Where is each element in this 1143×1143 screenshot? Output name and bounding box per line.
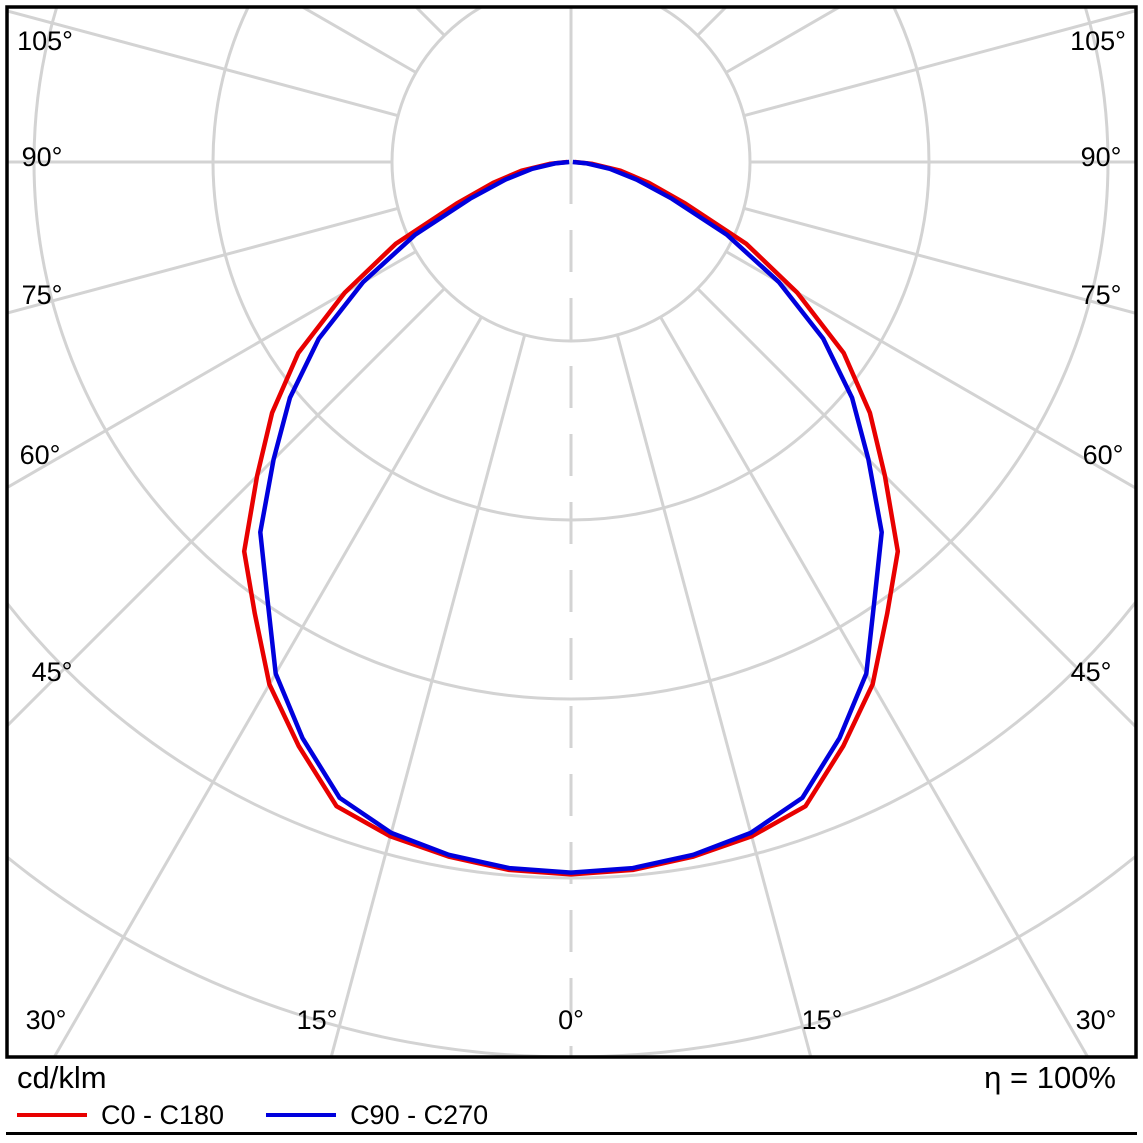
grid-radial-line xyxy=(696,287,1135,728)
grid-radial-line xyxy=(725,250,1135,490)
angle-tick-label: 90° xyxy=(22,142,63,172)
grid-radial-line xyxy=(8,206,399,315)
grid-radial-line xyxy=(615,334,812,1056)
angle-tick-label: 90° xyxy=(1081,142,1122,172)
grid-radial-line xyxy=(8,287,446,727)
legend-label-c90-c270: C90 - C270 xyxy=(350,1099,489,1130)
efficiency-label: η = 100% xyxy=(984,1060,1116,1095)
angle-tick-label: 45° xyxy=(32,657,73,687)
curve-C90-C270 xyxy=(258,159,884,875)
grid-radial-line xyxy=(659,316,1089,1056)
legend-line-c90-c270-icon xyxy=(266,1113,337,1117)
angle-tick-label: 15° xyxy=(802,1005,843,1035)
legend: C0 - C180 C90 - C270 xyxy=(17,1097,530,1133)
polar-grid xyxy=(8,8,1135,1056)
angle-tick-label: 60° xyxy=(1083,440,1124,470)
angle-tick-label: 105° xyxy=(1070,26,1126,56)
angle-tick-label: 30° xyxy=(1076,1005,1117,1035)
angle-tick-label: 30° xyxy=(26,1005,67,1035)
legend-line-c0-c180-icon xyxy=(17,1113,87,1117)
grid-radial-line xyxy=(53,316,483,1056)
units-label: cd/klm xyxy=(17,1060,107,1095)
grid-radial-line xyxy=(330,334,527,1056)
legend-label-c0-c180: C0 - C180 xyxy=(101,1099,225,1130)
angle-tick-label: 0° xyxy=(558,1005,584,1035)
grid-radial-line xyxy=(743,206,1135,315)
polar-chart-svg: 105° 90° 75° 60° 45° 105° 90° 75° 60° 45° 30° 15° 0°… xyxy=(5,5,1138,1059)
plot-border xyxy=(5,5,1138,1059)
angle-tick-label: 75° xyxy=(22,280,63,310)
angle-tick-label: 105° xyxy=(17,26,73,56)
grid-radial-line xyxy=(8,9,399,118)
angle-tick-label: 45° xyxy=(1071,657,1112,687)
angle-tick-label: 60° xyxy=(20,440,61,470)
angle-tick-label: 15° xyxy=(297,1005,338,1035)
bottom-rule xyxy=(6,1132,1137,1135)
grid-radial-line xyxy=(743,9,1135,118)
angle-tick-label: 75° xyxy=(1081,280,1122,310)
grid-radial-line xyxy=(8,250,417,489)
